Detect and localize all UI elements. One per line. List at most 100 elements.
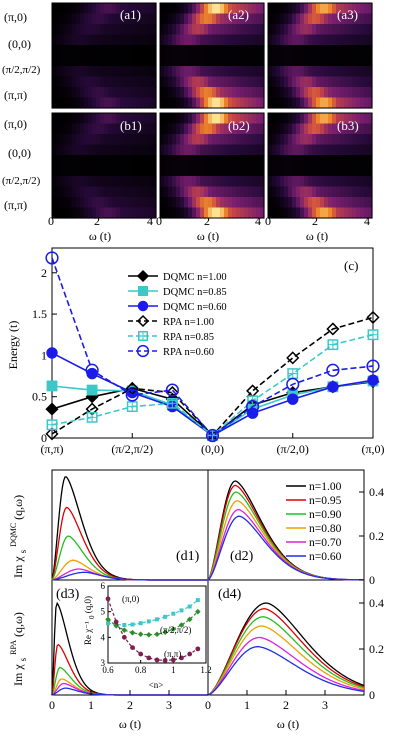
heatmap-cell [68, 55, 73, 67]
heatmap-cell [344, 207, 349, 219]
heatmap-cell [352, 207, 357, 219]
heatmap-cell [324, 13, 329, 25]
heatmap-cell [248, 176, 253, 188]
heatmap-cell [304, 24, 309, 36]
data-point [46, 380, 58, 392]
heatmap-cell [196, 66, 201, 78]
heatmap-cell [352, 55, 357, 67]
heatmap-cell [316, 197, 321, 209]
heatmap-cell [144, 134, 149, 146]
heatmap-cell [332, 176, 337, 188]
heatmap-cell [260, 155, 265, 167]
heatmap-cell [336, 24, 341, 36]
panel-d-legend-entry: n=1.00 [286, 481, 342, 493]
heatmap-cell [236, 123, 241, 135]
heatmap-cell [112, 97, 117, 109]
heatmap-cell [92, 87, 97, 99]
heatmap-cell [128, 165, 133, 177]
heatmap-cell [320, 87, 325, 99]
heatmap-cell [164, 3, 169, 15]
heatmap-cell [124, 123, 129, 135]
heatmap-cell [232, 144, 237, 156]
legend-entry: RPA n=1.00 [128, 314, 214, 328]
heatmap-cell [152, 55, 157, 67]
heatmap-cell [188, 176, 193, 188]
heatmap-cell [252, 123, 257, 135]
heatmap-cell [148, 45, 153, 57]
heatmap-cell [92, 144, 97, 156]
panel-tag-a3: (a3) [337, 7, 358, 22]
heatmap-cell [224, 66, 229, 78]
heatmap-cell [140, 197, 145, 209]
heatmap-cell [240, 24, 245, 36]
heatmap-cell [360, 123, 365, 135]
heatmap-cell [180, 3, 185, 15]
panel-d4-curves [207, 602, 365, 696]
heatmap-cell [292, 176, 297, 188]
heatmap-cell [64, 66, 69, 78]
heatmap-cell [296, 3, 301, 15]
heatmap-cell [96, 155, 101, 167]
heatmap-group [51, 2, 373, 219]
heatmap-cell [204, 155, 209, 167]
panel-d-xtick-label: 3 [322, 698, 328, 712]
heatmap-cell [328, 34, 333, 46]
heatmap-cell [60, 55, 65, 67]
heatmap-cell [84, 207, 89, 219]
heatmap-a-ylabel-pi2pi2: (π/2,π/2) [2, 64, 41, 76]
heatmap-cell [144, 66, 149, 78]
heatmap-cell [84, 186, 89, 198]
heatmap-cell [88, 34, 93, 46]
heatmap-cell [184, 186, 189, 198]
panel-tag-a2: (a2) [228, 7, 249, 22]
heatmap-cell [80, 176, 85, 188]
panel-d-xtick-label: 0 [205, 698, 211, 712]
heatmap-b-ylabel-pi2pi2: (π/2,π/2) [2, 175, 41, 187]
heatmap-cell [80, 76, 85, 88]
heatmap-cell [196, 134, 201, 146]
heatmap-cell [240, 186, 245, 198]
heatmap-cell [256, 24, 261, 36]
heatmap-cell [232, 24, 237, 36]
inset-point [106, 621, 110, 626]
heatmap-cell [224, 134, 229, 146]
heatmap-cell [180, 165, 185, 177]
heatmap-cell [140, 34, 145, 46]
heatmap-cell [232, 76, 237, 88]
heatmap-cell [216, 186, 221, 198]
heatmap-cell [208, 155, 213, 167]
heatmap-cell [128, 24, 133, 36]
heatmap-cell [220, 134, 225, 146]
heatmap-cell [192, 24, 197, 36]
heatmap-cell [204, 66, 209, 78]
heatmap-cell [244, 207, 249, 219]
heatmap-cell [240, 55, 245, 67]
heatmap-cell [312, 207, 317, 219]
heatmap-cell [256, 176, 261, 188]
heatmap-cell [80, 134, 85, 146]
heatmap-cell [64, 186, 69, 198]
heatmap-cell [192, 134, 197, 146]
heatmap-cell [292, 13, 297, 25]
panel-c-xtick-label: (π,π) [40, 442, 63, 456]
inset-point [138, 621, 143, 626]
heatmap-cell [368, 186, 373, 198]
heatmap-cell [252, 165, 257, 177]
heatmap-cell [344, 186, 349, 198]
heatmap-cell [228, 165, 233, 177]
heatmap-cell [120, 66, 125, 78]
heatmap-cell [364, 3, 369, 15]
heatmap-cell [148, 144, 153, 156]
heatmap-cell [292, 3, 297, 15]
panel-tag-b1: (b1) [120, 118, 142, 133]
heatmap-cell [120, 45, 125, 57]
heatmap-cell [236, 45, 241, 57]
heatmap-cell [80, 66, 85, 78]
heatmap-cell [276, 207, 281, 219]
heatmap-cell [260, 24, 265, 36]
heatmap-cell [168, 197, 173, 209]
heatmap-cell [68, 186, 73, 198]
heatmap-cell [88, 66, 93, 78]
heatmap-cell [136, 207, 141, 219]
heatmap-cell [120, 144, 125, 156]
